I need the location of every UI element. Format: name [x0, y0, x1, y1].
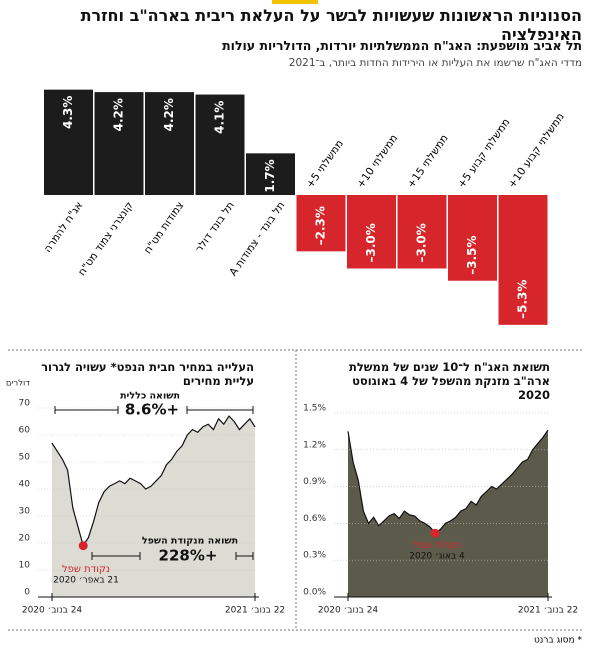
y-tick-label: 20 [19, 534, 31, 544]
y-tick-label: 0.0% [303, 588, 326, 598]
y-tick-label: 0.6% [303, 514, 326, 524]
annotation: נקודת שפל [413, 540, 461, 551]
category-label: ממשלתי 5+ [304, 138, 346, 191]
annotation: תשואה כללית [120, 391, 180, 402]
bar [397, 195, 447, 269]
bar [296, 195, 346, 252]
category-label: ממשלתי 10+ [355, 132, 401, 190]
line [51, 415, 256, 548]
value-label: –3.5% [465, 235, 479, 274]
value-label: 4.3% [61, 96, 75, 129]
value-label: –3.0% [364, 223, 378, 262]
value-label: 1.7% [263, 159, 277, 192]
annotation: 4 באוג׳ 2020 [409, 552, 465, 562]
x-tick-label: 22 בנוב׳ 2021 [225, 606, 285, 616]
accent-bar [272, 0, 318, 4]
annotation: תשואה מנקודת השפל [142, 536, 238, 547]
category-label: אג"ח להמרה [42, 200, 86, 255]
value-label: –2.3% [314, 206, 328, 245]
value-label: 4.2% [112, 98, 126, 131]
bar [44, 89, 93, 195]
y-tick-label: 30 [19, 507, 31, 517]
bar [448, 195, 497, 281]
category-label: ממשלתי קבוע 5+ [456, 116, 513, 190]
annotation: +8.6% [125, 401, 179, 419]
category-label: ממשלתי קבוע 10+ [506, 111, 567, 191]
low-point [78, 541, 88, 551]
category-label: תל בונד - צמודות A [227, 200, 287, 279]
category-label: תל בונד דולר [193, 200, 237, 255]
source-note: * מסוג ברנט [534, 636, 583, 646]
value-label: –5.3% [516, 280, 530, 319]
y-tick-label: 1.2% [303, 440, 326, 450]
y-tick-label: 40 [19, 480, 31, 490]
area [348, 430, 548, 597]
line [347, 429, 549, 535]
area [52, 416, 255, 597]
chart-title: תל אביב מושפעת: האג"ח הממשלתיות יורדות, … [222, 38, 582, 53]
unit-label: דולרים [6, 379, 30, 389]
bar [246, 153, 295, 195]
y-tick-label: 60 [19, 426, 31, 436]
x-tick-label: 22 בנוב׳ 2021 [518, 606, 578, 616]
y-tick-label: 0 [24, 588, 30, 598]
y-tick-label: 0.3% [303, 551, 326, 561]
bar [347, 195, 396, 269]
bar [145, 92, 194, 195]
chart-title: העלייה במחיר חבית הנפט* עשויה לגרור עליי… [41, 360, 254, 388]
annotation: 21 באפר׳ 2020 [53, 576, 119, 586]
y-tick-label: 50 [19, 453, 31, 463]
x-tick-label: 24 בנוב׳ 2020 [318, 606, 379, 616]
x-tick-label: 24 בנוב׳ 2020 [22, 606, 83, 616]
y-tick-label: 0.9% [303, 477, 326, 487]
y-tick-label: 10 [19, 561, 31, 571]
y-tick-label: 1.5% [303, 403, 326, 413]
bar [94, 92, 144, 195]
value-label: –3.0% [415, 223, 429, 262]
annotation: נקודת שפל [62, 564, 110, 575]
bar [498, 195, 548, 325]
y-tick-label: 70 [19, 399, 31, 409]
value-label: 4.1% [213, 101, 227, 134]
value-label: 4.2% [162, 98, 176, 131]
low-point [430, 528, 440, 538]
chart-subtitle: מדדי האג"ח שרשמו את העליות או הירידות הח… [288, 57, 582, 69]
category-label: ממשלתי 15+ [405, 132, 451, 190]
main-title: הסנוניות הראשונות שעשויות לבשר על העלאת … [80, 6, 582, 44]
category-label: צמודות מט"ח [142, 200, 187, 257]
category-label: קונצרני צמוד מט"ח [76, 200, 136, 279]
chart-title: תשואת האג"ח ל־10 שנים של ממשלת ארה"ב מזנ… [348, 360, 550, 402]
annotation: +228% [159, 547, 218, 565]
bar [195, 94, 245, 195]
